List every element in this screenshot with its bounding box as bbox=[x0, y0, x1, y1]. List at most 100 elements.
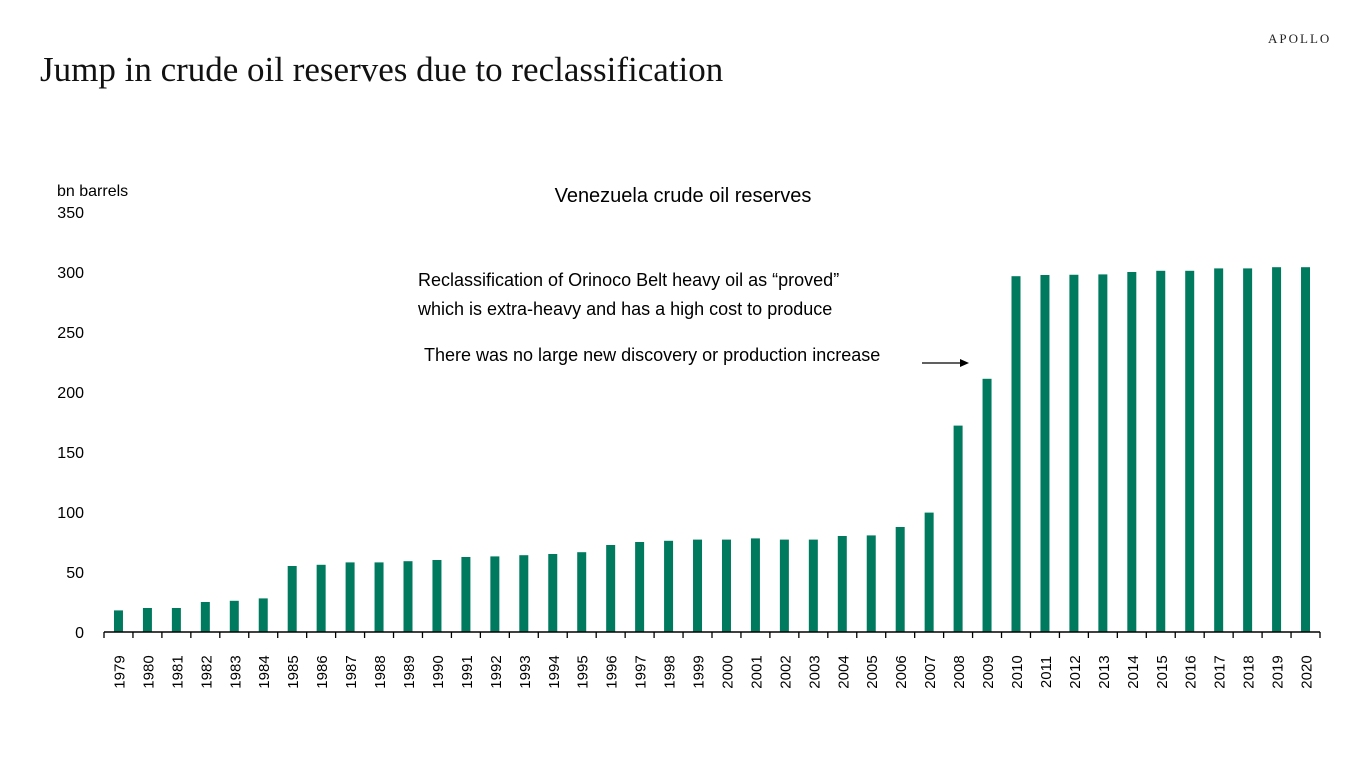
bar-1997 bbox=[635, 542, 645, 632]
bar-1980 bbox=[142, 608, 152, 632]
bar-1987 bbox=[345, 562, 355, 632]
annotation-line-3: There was no large new discovery or prod… bbox=[424, 345, 880, 365]
annotation-line-1: Reclassification of Orinoco Belt heavy o… bbox=[418, 270, 839, 290]
bar-2020 bbox=[1301, 267, 1311, 632]
x-tick-label: 1992 bbox=[488, 655, 505, 688]
bar-2017 bbox=[1214, 268, 1224, 632]
x-tick-label: 1998 bbox=[662, 655, 679, 688]
bar-1985 bbox=[287, 566, 297, 632]
x-tick-label: 1995 bbox=[575, 655, 592, 688]
x-tick-label: 1991 bbox=[459, 655, 476, 688]
bar-1998 bbox=[664, 540, 674, 632]
bar-1996 bbox=[606, 545, 616, 632]
bar-2007 bbox=[924, 512, 934, 632]
x-tick-label: 2018 bbox=[1241, 655, 1258, 688]
x-tick-label: 2010 bbox=[1009, 655, 1026, 688]
y-tick-label: 100 bbox=[57, 505, 84, 522]
bar-1993 bbox=[519, 555, 529, 632]
x-tick-label: 2002 bbox=[777, 655, 794, 688]
bar-2004 bbox=[837, 536, 847, 632]
y-tick-label: 350 bbox=[57, 205, 84, 222]
bar-2006 bbox=[895, 527, 905, 632]
bar-2014 bbox=[1127, 272, 1137, 632]
x-tick-label: 2014 bbox=[1125, 655, 1142, 688]
x-tick-label: 2005 bbox=[864, 655, 881, 688]
bar-2009 bbox=[982, 378, 992, 632]
bar-1984 bbox=[258, 598, 268, 632]
x-tick-label: 1979 bbox=[111, 655, 128, 688]
x-tick-label: 1985 bbox=[285, 655, 302, 688]
page-title: Jump in crude oil reserves due to reclas… bbox=[40, 50, 724, 89]
x-tick-label: 2004 bbox=[835, 655, 852, 688]
x-tick-label: 2020 bbox=[1299, 655, 1316, 688]
chart-title: Venezuela crude oil reserves bbox=[555, 185, 812, 207]
x-tick-label: 2016 bbox=[1183, 655, 1200, 688]
x-tick-label: 1990 bbox=[430, 655, 447, 688]
x-tick-label: 2012 bbox=[1067, 655, 1084, 688]
bar-2016 bbox=[1185, 270, 1195, 632]
annotation-line-2: which is extra-heavy and has a high cost… bbox=[417, 299, 832, 319]
x-tick-label: 1982 bbox=[198, 655, 215, 688]
bar-2015 bbox=[1156, 270, 1166, 632]
y-tick-label: 300 bbox=[57, 265, 84, 282]
bar-1986 bbox=[316, 564, 326, 632]
arrow-head-icon bbox=[960, 359, 969, 367]
x-tick-label: 2001 bbox=[748, 655, 765, 688]
bar-1981 bbox=[171, 608, 181, 632]
bar-1989 bbox=[403, 561, 413, 632]
bar-2003 bbox=[808, 539, 818, 632]
bar-1979 bbox=[113, 610, 123, 632]
x-tick-label: 2000 bbox=[719, 655, 736, 688]
x-tick-label: 2009 bbox=[980, 655, 997, 688]
bar-1991 bbox=[461, 557, 471, 632]
bar-2001 bbox=[750, 538, 760, 632]
x-tick-label: 1997 bbox=[633, 655, 650, 688]
bar-2013 bbox=[1098, 274, 1108, 632]
x-tick-label: 2015 bbox=[1154, 655, 1171, 688]
x-tick-label: 2017 bbox=[1212, 655, 1229, 688]
x-tick-label: 1980 bbox=[140, 655, 157, 688]
x-tick-label: 2007 bbox=[922, 655, 939, 688]
x-tick-label: 1988 bbox=[372, 655, 389, 688]
x-tick-label: 1984 bbox=[256, 655, 273, 688]
bar-1995 bbox=[577, 552, 587, 632]
bar-1982 bbox=[200, 602, 210, 632]
bar-2019 bbox=[1272, 267, 1282, 632]
x-tick-label: 2011 bbox=[1038, 656, 1055, 688]
x-tick-label: 1999 bbox=[691, 655, 708, 688]
x-tick-label: 1994 bbox=[546, 655, 563, 688]
x-tick-label: 1996 bbox=[604, 655, 621, 688]
bar-2008 bbox=[953, 425, 963, 632]
bar-2011 bbox=[1040, 275, 1050, 632]
y-tick-label: 200 bbox=[57, 385, 84, 402]
x-tick-label: 1989 bbox=[401, 655, 418, 688]
x-tick-label: 1987 bbox=[343, 655, 360, 688]
y-tick-label: 0 bbox=[75, 625, 84, 642]
apollo-logo: APOLLO bbox=[1268, 31, 1332, 46]
bar-1990 bbox=[432, 560, 442, 632]
bar-1988 bbox=[374, 562, 384, 632]
x-tick-label: 2019 bbox=[1270, 655, 1287, 688]
x-tick-label: 2008 bbox=[951, 655, 968, 688]
bar-2010 bbox=[1011, 276, 1021, 632]
bar-2018 bbox=[1243, 268, 1253, 632]
bar-2012 bbox=[1069, 274, 1079, 632]
bar-1994 bbox=[548, 554, 558, 632]
bar-2005 bbox=[866, 535, 876, 632]
bar-1983 bbox=[229, 600, 239, 632]
x-tick-label: 2003 bbox=[806, 655, 823, 688]
y-axis-label: bn barrels bbox=[57, 183, 128, 200]
y-tick-label: 50 bbox=[66, 565, 84, 582]
bar-1999 bbox=[693, 539, 703, 632]
bar-2002 bbox=[779, 539, 789, 632]
x-tick-label: 2006 bbox=[893, 655, 910, 688]
y-tick-label: 250 bbox=[57, 325, 84, 342]
x-tick-label: 1986 bbox=[314, 655, 331, 688]
x-tick-label: 1993 bbox=[517, 655, 534, 688]
y-tick-label: 150 bbox=[57, 445, 84, 462]
x-tick-label: 1983 bbox=[227, 655, 244, 688]
bar-2000 bbox=[721, 539, 731, 632]
x-tick-label: 2013 bbox=[1096, 655, 1113, 688]
x-tick-label: 1981 bbox=[169, 655, 186, 688]
